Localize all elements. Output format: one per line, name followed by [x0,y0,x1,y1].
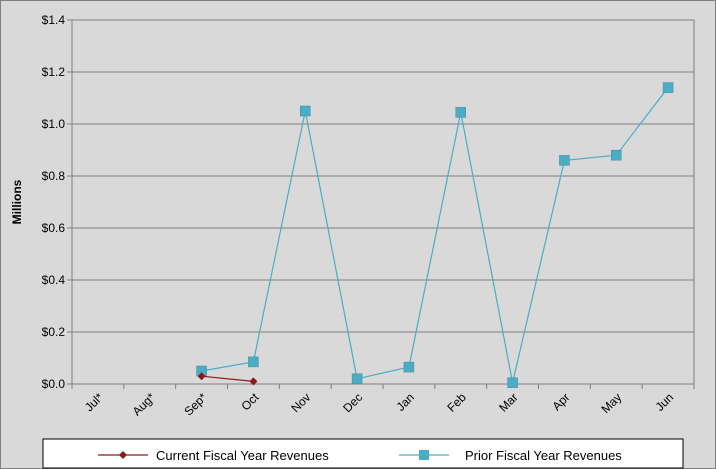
data-point [248,356,259,368]
x-tick-label: Mar [496,390,521,415]
x-tick-label: Jun [653,390,677,414]
series-line [201,375,254,382]
x-tick-label: Oct [238,390,262,414]
data-point [507,377,518,388]
y-tick-label: $0.2 [42,325,66,339]
x-tick-label: Aug* [130,390,159,419]
series-line [201,87,669,383]
legend-marker [119,451,127,459]
data-point [559,155,570,166]
x-tick-label: May [598,390,624,416]
y-tick-label: $0.0 [42,377,66,391]
data-point [455,107,466,118]
y-tick-label: $0.6 [42,221,66,235]
legend-label: Prior Fiscal Year Revenues [465,448,622,463]
x-tick-label: Jul* [82,390,106,414]
data-point [611,149,622,161]
data-point [403,361,415,373]
x-tick-label: Nov [288,390,313,415]
data-point [197,372,206,381]
legend-marker [419,450,429,460]
y-tick-label: $0.8 [42,169,66,183]
y-tick-label: $1.2 [42,65,66,79]
legend-label: Current Fiscal Year Revenues [156,448,329,463]
legend-box [42,438,684,469]
y-tick-label: $1.0 [42,117,66,131]
x-tick-label: Sep* [181,390,210,419]
plot-area [71,19,695,385]
x-tick-label: Jan [393,390,417,414]
data-point [662,82,674,93]
data-point [300,105,311,117]
y-tick-label: $0.4 [42,273,66,287]
data-point [351,373,363,385]
data-point [249,377,258,386]
y-axis-title: Millions [10,179,24,224]
x-tick-label: Feb [444,390,469,415]
x-tick-label: Apr [549,390,572,413]
x-tick-label: Dec [340,390,365,415]
y-tick-label: $1.4 [42,13,66,27]
